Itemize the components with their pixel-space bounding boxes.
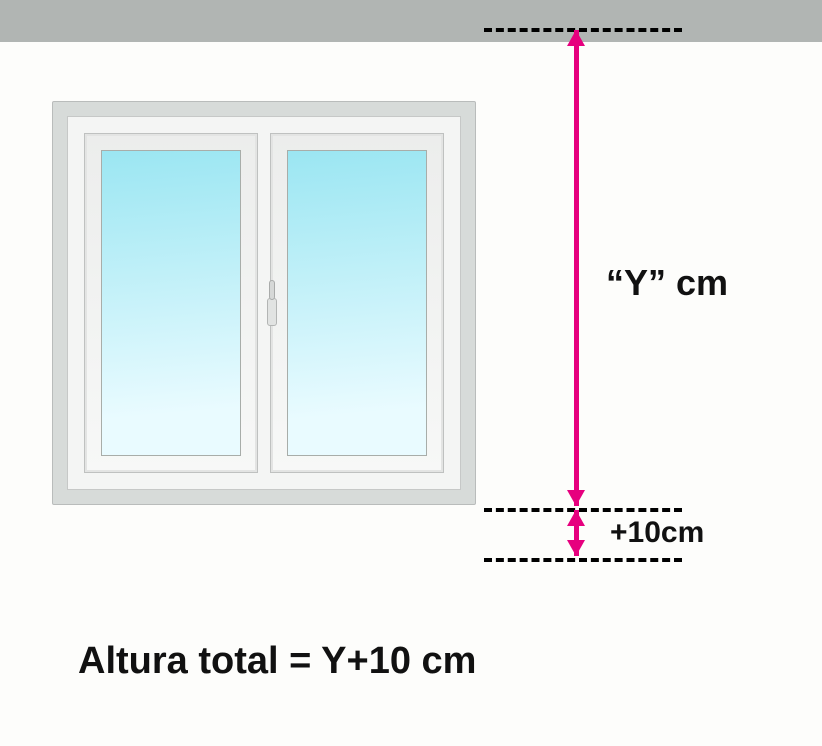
window-sash-left <box>84 133 258 473</box>
window-frame <box>67 116 461 490</box>
arrow-y-head-bottom <box>567 490 585 506</box>
arrow-y <box>574 30 579 506</box>
handle-plate <box>267 298 277 326</box>
arrow-plus10-head-bottom <box>567 540 585 556</box>
window <box>52 101 476 505</box>
arrow-plus10-head-top <box>567 510 585 526</box>
dash-extension <box>484 558 682 562</box>
window-sash-right <box>270 133 444 473</box>
window-glass-left <box>101 150 241 456</box>
ceiling-bar <box>0 0 822 42</box>
arrow-y-head-top <box>567 30 585 46</box>
formula-text: Altura total = Y+10 cm <box>78 640 476 683</box>
handle-knob <box>269 280 275 300</box>
window-handle <box>267 280 277 326</box>
label-y: “Y” cm <box>606 262 728 304</box>
window-glass-right <box>287 150 427 456</box>
label-plus10: +10cm <box>610 516 704 550</box>
